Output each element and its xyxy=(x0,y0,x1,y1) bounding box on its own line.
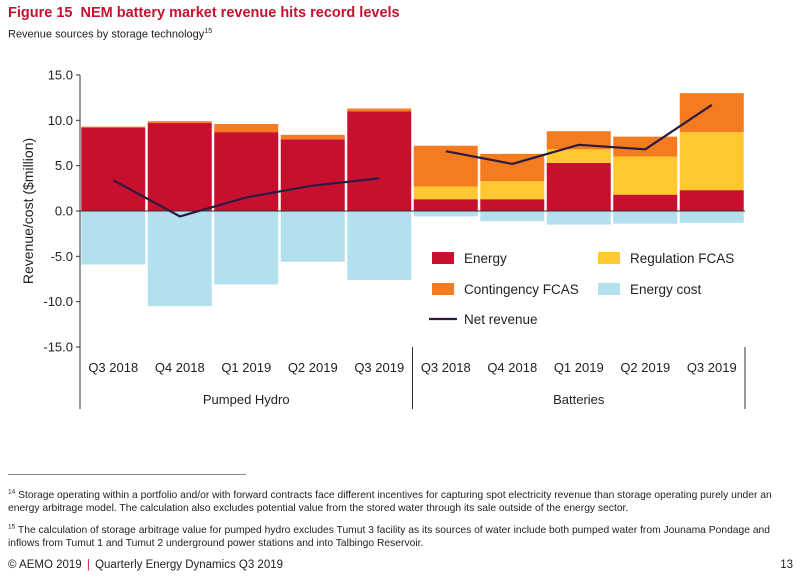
footnote-divider xyxy=(8,474,246,475)
footer-separator: | xyxy=(86,559,90,571)
bar-energy xyxy=(214,132,279,211)
x-tick-label: Q3 2019 xyxy=(687,360,737,375)
y-tick-label: -5.0 xyxy=(51,249,73,264)
legend-swatch-contingency-fcas xyxy=(432,283,454,295)
bar-contingency-fcas xyxy=(280,134,345,140)
bar-energy xyxy=(147,123,212,211)
bar-energy-cost xyxy=(613,211,678,224)
x-tick-label: Q3 2019 xyxy=(354,360,404,375)
x-tick-label: Q2 2019 xyxy=(620,360,670,375)
subtitle-text: Revenue sources by storage technology xyxy=(8,28,205,41)
legend-swatch-regulation-fcas xyxy=(598,252,620,264)
bar-energy xyxy=(546,162,611,211)
y-tick-label: -15.0 xyxy=(43,340,73,355)
bar-regulation-fcas xyxy=(480,181,545,200)
bar-regulation-fcas xyxy=(613,156,678,195)
bar-energy xyxy=(280,139,345,211)
x-tick-label: Q4 2018 xyxy=(487,360,537,375)
bar-contingency-fcas xyxy=(413,145,478,187)
y-tick-label: 0.0 xyxy=(55,204,73,219)
subtitle-footnote-ref: 15 xyxy=(204,28,213,35)
legend-label-regulation-fcas: Regulation FCAS xyxy=(630,251,734,266)
x-tick-label: Q3 2018 xyxy=(88,360,138,375)
y-tick-label: -10.0 xyxy=(43,294,73,309)
net-revenue-line xyxy=(445,103,713,165)
figure-title: Figure 15 NEM battery market revenue hits… xyxy=(8,5,400,21)
bar-energy xyxy=(347,111,412,211)
x-tick-label: Q1 2019 xyxy=(221,360,271,375)
bar-contingency-fcas xyxy=(214,123,279,133)
x-tick-label: Q1 2019 xyxy=(554,360,604,375)
revenue-chart: 15.0 10.0 5.0 0.0 -5.0 -10.0 -15.0 Revenue/cost… xyxy=(20,68,746,409)
y-axis-label: Revenue/cost ($million) xyxy=(20,138,36,284)
bar-contingency-fcas xyxy=(147,121,212,124)
figure-title-text: NEM battery market revenue hits record l… xyxy=(80,5,400,21)
footer-copyright: © AEMO 2019 xyxy=(8,559,82,571)
bar-energy xyxy=(413,199,478,211)
footnote-text: The calculation of storage arbitrage val… xyxy=(8,525,771,549)
bar-energy xyxy=(679,190,744,211)
y-tick-label: 10.0 xyxy=(48,113,73,128)
x-group-label: Batteries xyxy=(553,392,605,407)
bar-energy-cost xyxy=(81,211,146,265)
bar-regulation-fcas xyxy=(546,149,611,163)
footnote-15: 15 The calculation of storage arbitrage … xyxy=(8,524,798,550)
x-tick-label: Q3 2018 xyxy=(421,360,471,375)
footnote-ref: 14 xyxy=(8,488,16,496)
page-number: 13 xyxy=(780,559,793,571)
footer-publication: Quarterly Energy Dynamics Q3 2019 xyxy=(95,559,284,571)
bar-energy xyxy=(480,199,545,211)
footnote-ref: 15 xyxy=(8,523,16,531)
x-tick-label: Q2 2019 xyxy=(288,360,338,375)
legend-label-energy: Energy xyxy=(464,251,507,266)
footnote-text: Storage operating within a portfolio and… xyxy=(8,490,772,514)
bar-energy-cost xyxy=(347,211,412,280)
footnote-14: 14 Storage operating within a portfolio … xyxy=(8,489,798,515)
net-revenue-line xyxy=(112,177,380,218)
bar-energy xyxy=(81,127,146,211)
page-footer: © AEMO 2019 | Quarterly Energy Dynamics … xyxy=(8,559,283,571)
y-tick-label: 15.0 xyxy=(48,68,73,83)
x-group-label: Pumped Hydro xyxy=(203,392,290,407)
legend-label-net-revenue: Net revenue xyxy=(464,312,538,327)
bar-energy-cost xyxy=(214,211,279,285)
y-tick-label: 5.0 xyxy=(55,158,73,173)
bar-energy-cost xyxy=(480,211,545,221)
bar-energy-cost xyxy=(147,211,212,307)
legend-swatch-energy xyxy=(432,252,454,264)
bar-energy-cost xyxy=(546,211,611,225)
figure-subtitle: Revenue sources by storage technology15 xyxy=(8,28,212,41)
bar-energy xyxy=(613,194,678,211)
bar-energy-cost xyxy=(280,211,345,262)
bar-regulation-fcas xyxy=(413,186,478,200)
bar-energy-cost xyxy=(413,211,478,217)
bar-regulation-fcas xyxy=(679,132,744,191)
bar-contingency-fcas xyxy=(81,126,146,128)
figure-label: Figure 15 xyxy=(8,5,73,21)
x-tick-label: Q4 2018 xyxy=(155,360,205,375)
bar-contingency-fcas xyxy=(613,136,678,157)
bar-contingency-fcas xyxy=(679,93,744,133)
legend-label-energy-cost: Energy cost xyxy=(630,282,702,297)
bar-energy-cost xyxy=(679,211,744,223)
legend-label-contingency-fcas: Contingency FCAS xyxy=(464,282,579,297)
legend-swatch-energy-cost xyxy=(598,283,620,295)
bar-contingency-fcas xyxy=(347,108,412,112)
